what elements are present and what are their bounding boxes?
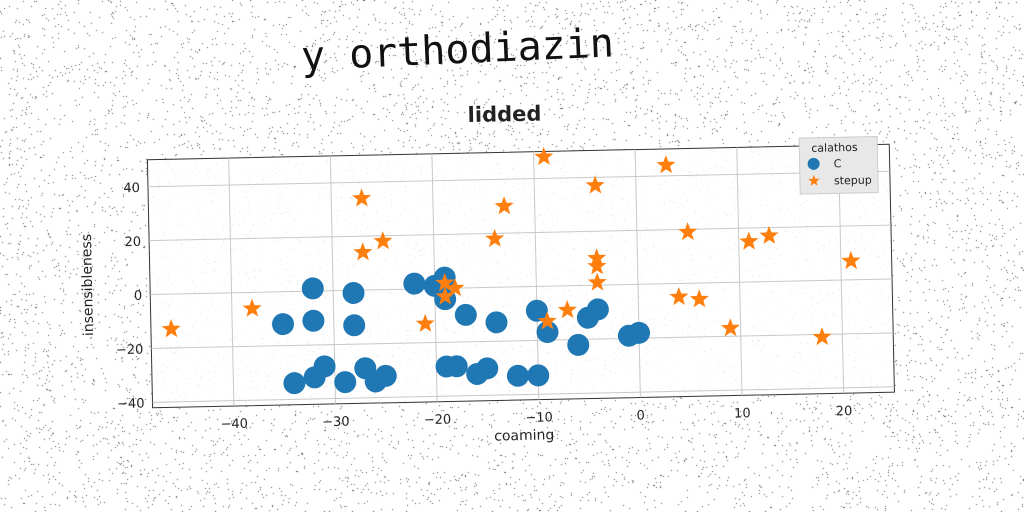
point-c (403, 272, 426, 295)
x-grid-line (228, 158, 235, 407)
point-c (301, 277, 324, 300)
x-tick-label: −40 (220, 417, 248, 433)
point-stepup (669, 286, 689, 306)
point-stepup (585, 175, 605, 194)
point-stepup (534, 146, 554, 166)
y-tick-label: 40 (123, 181, 140, 196)
point-stepup (678, 222, 698, 241)
x-grid-line (736, 147, 743, 396)
y-tick-label: 0 (134, 289, 143, 304)
point-c (536, 321, 559, 344)
x-tick-label: 0 (636, 408, 645, 423)
point-stepup (494, 196, 514, 215)
legend-marker-c (807, 157, 820, 170)
point-c (567, 333, 590, 356)
x-grid-line (634, 149, 641, 398)
legend-label: stepup (834, 174, 872, 188)
point-c (334, 371, 357, 394)
point-c (445, 355, 468, 378)
y-axis-label: insensibleness (79, 234, 97, 337)
point-c (476, 357, 499, 380)
point-stepup (587, 272, 607, 291)
point-c (343, 314, 366, 337)
point-stepup (242, 298, 262, 317)
point-c (527, 364, 550, 387)
point-stepup (435, 286, 455, 305)
point-stepup (353, 242, 373, 261)
point-stepup (689, 289, 709, 308)
point-c (485, 311, 508, 334)
grid-lines (147, 145, 895, 407)
data-points (161, 146, 861, 395)
legend-box (798, 135, 879, 195)
y-grid-line (151, 332, 894, 349)
x-tick-label: −30 (322, 415, 350, 431)
point-stepup (373, 231, 393, 250)
y-tick-label: −20 (116, 343, 144, 359)
legend-label: C (834, 157, 842, 170)
point-c (303, 366, 326, 389)
point-stepup (485, 228, 505, 248)
x-tick-label: 20 (836, 404, 853, 419)
point-stepup (739, 231, 759, 250)
y-tick-label: −40 (117, 397, 145, 413)
y-tick-label: 20 (124, 235, 141, 250)
point-stepup (445, 278, 465, 297)
x-tick-label: 10 (734, 406, 751, 421)
y-grid-line (152, 386, 895, 403)
point-c (586, 298, 609, 321)
y-grid-line (150, 278, 893, 296)
x-grid-line (533, 151, 540, 400)
point-stepup (812, 327, 832, 346)
legend-marker-stepup (808, 174, 820, 186)
y-grid-line (149, 224, 891, 242)
point-c (283, 372, 306, 395)
point-c (374, 364, 397, 387)
tick-labels: −40 −30 −20 −10 0 10 20 −40 −20 0 20 40 (116, 181, 853, 433)
x-tick-label: −10 (525, 410, 553, 426)
point-c (342, 281, 365, 304)
point-stepup (352, 188, 372, 207)
point-stepup (587, 256, 607, 275)
point-stepup (841, 250, 861, 270)
point-stepup (759, 225, 779, 244)
point-stepup (720, 318, 740, 337)
x-tick-label: −20 (424, 412, 452, 428)
y-grid-line (147, 170, 890, 188)
point-stepup (557, 300, 577, 319)
point-c (525, 299, 548, 322)
legend-title: calathos (811, 141, 858, 155)
point-c (628, 321, 651, 344)
point-stepup (656, 155, 676, 174)
point-stepup (161, 319, 181, 338)
chart-title: lidded (467, 102, 541, 128)
x-axis-label: coaming (494, 427, 554, 444)
point-stepup (415, 313, 435, 333)
point-c (302, 309, 325, 332)
plot-frame (146, 143, 895, 409)
point-stepup (537, 311, 557, 330)
point-c (454, 303, 477, 326)
point-c (506, 364, 529, 387)
point-c (272, 313, 295, 336)
